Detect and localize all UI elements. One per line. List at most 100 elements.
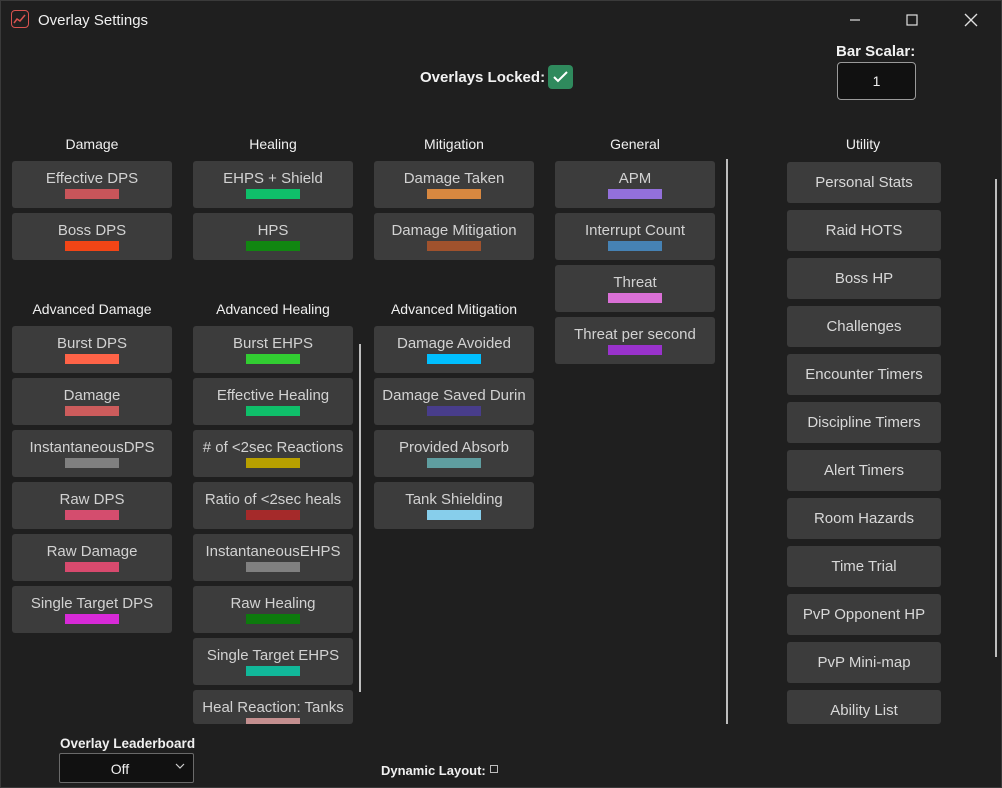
utility-label: Ability List	[830, 702, 898, 719]
overlay-label: Raw DPS	[59, 491, 125, 508]
overlay-button-damage-saved[interactable]: Damage Saved Durin	[374, 378, 534, 425]
overlay-label: # of <2sec Reactions	[202, 439, 344, 456]
overlay-button-boss-dps[interactable]: Boss DPS	[12, 213, 172, 260]
utility-button-encounter-timers[interactable]: Encounter Timers	[787, 354, 941, 395]
overlay-button-ratio-heals[interactable]: Ratio of <2sec heals	[193, 482, 353, 529]
overlay-label: Interrupt Count	[584, 222, 686, 239]
utility-button-ability-list[interactable]: Ability List	[787, 690, 941, 724]
overlay-label: Provided Absorb	[398, 439, 510, 456]
healing-header: Healing	[249, 136, 297, 152]
utility-button-alert-timers[interactable]: Alert Timers	[787, 450, 941, 491]
overlay-label: Threat per second	[574, 326, 696, 343]
color-swatch	[246, 718, 300, 724]
utility-button-pvp-opponent-hp[interactable]: PvP Opponent HP	[787, 594, 941, 635]
maximize-button[interactable]	[889, 1, 935, 39]
overlay-button-threat-per-second[interactable]: Threat per second	[555, 317, 715, 364]
overlay-leaderboard-select[interactable]: Off	[59, 753, 194, 783]
overlay-label: InstantaneousDPS	[29, 439, 155, 456]
utility-label: Encounter Timers	[805, 366, 923, 383]
overlay-label: EHPS + Shield	[223, 170, 323, 187]
mitigation-header: Mitigation	[424, 136, 484, 152]
utility-label: PvP Opponent HP	[802, 606, 926, 623]
overlay-leaderboard-label: Overlay Leaderboard	[60, 736, 196, 751]
overlay-label: Burst EHPS	[232, 335, 314, 352]
color-swatch	[246, 354, 300, 364]
overlay-button-burst-ehps[interactable]: Burst EHPS	[193, 326, 353, 373]
advanced-damage-header: Advanced Damage	[32, 301, 152, 317]
overlay-label: Single Target DPS	[30, 595, 154, 612]
advanced-healing-scrollbar[interactable]	[359, 344, 361, 692]
color-swatch	[427, 241, 481, 251]
color-swatch	[65, 189, 119, 199]
overlay-button-instantaneous-ehps[interactable]: InstantaneousEHPS	[193, 534, 353, 581]
overlay-button-raw-damage[interactable]: Raw Damage	[12, 534, 172, 581]
color-swatch	[608, 345, 662, 355]
utility-label: Boss HP	[834, 270, 894, 287]
color-swatch	[427, 510, 481, 520]
maximize-icon	[906, 14, 918, 26]
utility-button-time-trial[interactable]: Time Trial	[787, 546, 941, 587]
utility-button-room-hazards[interactable]: Room Hazards	[787, 498, 941, 539]
utility-label: Room Hazards	[813, 510, 915, 527]
overlay-button-instantaneous-dps[interactable]: InstantaneousDPS	[12, 430, 172, 477]
overlay-button-apm[interactable]: APM	[555, 161, 715, 208]
dynamic-layout-label: Dynamic Layout:	[381, 763, 486, 778]
dynamic-layout-checkbox[interactable]	[490, 765, 498, 773]
overlay-button-heal-reaction-tanks[interactable]: Heal Reaction: Tanks	[193, 690, 353, 724]
general-header: General	[610, 136, 660, 152]
overlay-button-raw-dps[interactable]: Raw DPS	[12, 482, 172, 529]
overlays-locked-checkbox[interactable]	[548, 65, 573, 89]
utility-button-boss-hp[interactable]: Boss HP	[787, 258, 941, 299]
utility-label: Raid HOTS	[825, 222, 903, 239]
overlay-button-raw-healing[interactable]: Raw Healing	[193, 586, 353, 633]
overlay-label: Ratio of <2sec heals	[204, 491, 342, 508]
color-swatch	[246, 458, 300, 468]
overlay-button-damage[interactable]: Damage	[12, 378, 172, 425]
overlay-button-hps[interactable]: HPS	[193, 213, 353, 260]
overlay-button-damage-taken[interactable]: Damage Taken	[374, 161, 534, 208]
overlay-button-single-target-ehps[interactable]: Single Target EHPS	[193, 638, 353, 685]
minimize-button[interactable]	[832, 1, 878, 39]
color-swatch	[608, 189, 662, 199]
overlay-label: Effective Healing	[216, 387, 330, 404]
overlay-button-interrupt-count[interactable]: Interrupt Count	[555, 213, 715, 260]
overlay-label: Raw Damage	[46, 543, 138, 560]
overlay-button-ehps-shield[interactable]: EHPS + Shield	[193, 161, 353, 208]
color-swatch	[246, 189, 300, 199]
overlay-button-threat[interactable]: Threat	[555, 265, 715, 312]
utility-button-discipline-timers[interactable]: Discipline Timers	[787, 402, 941, 443]
color-swatch	[246, 666, 300, 676]
utility-scrollbar[interactable]	[995, 179, 997, 657]
utility-button-challenges[interactable]: Challenges	[787, 306, 941, 347]
overlay-label: InstantaneousEHPS	[205, 543, 341, 560]
window-title: Overlay Settings	[38, 12, 149, 29]
overlay-label: Damage Avoided	[397, 335, 511, 352]
overlay-button-damage-avoided[interactable]: Damage Avoided	[374, 326, 534, 373]
overlay-button-burst-dps[interactable]: Burst DPS	[12, 326, 172, 373]
overlay-button-effective-dps[interactable]: Effective DPS	[12, 161, 172, 208]
color-swatch	[65, 406, 119, 416]
chevron-down-icon	[175, 760, 185, 774]
color-swatch	[65, 510, 119, 520]
overlay-button-damage-mitigation[interactable]: Damage Mitigation	[374, 213, 534, 260]
utility-button-personal-stats[interactable]: Personal Stats	[787, 162, 941, 203]
color-swatch	[246, 562, 300, 572]
checkmark-icon	[553, 71, 568, 83]
color-swatch	[608, 293, 662, 303]
close-button[interactable]	[948, 1, 994, 39]
color-swatch	[246, 241, 300, 251]
overlay-button-effective-healing[interactable]: Effective Healing	[193, 378, 353, 425]
leaderboard-selected-value: Off	[110, 761, 130, 777]
bar-scalar-input[interactable]: 1	[837, 62, 916, 100]
overlay-label: Damage Saved Durin	[382, 387, 526, 404]
overlay-button-reactions[interactable]: # of <2sec Reactions	[193, 430, 353, 477]
utility-button-pvp-minimap[interactable]: PvP Mini-map	[787, 642, 941, 683]
overlay-button-tank-shielding[interactable]: Tank Shielding	[374, 482, 534, 529]
overlay-label: Single Target EHPS	[206, 647, 340, 664]
overlay-label: Damage Taken	[403, 170, 505, 187]
overlay-button-provided-absorb[interactable]: Provided Absorb	[374, 430, 534, 477]
close-icon	[964, 13, 978, 27]
overlay-button-single-target-dps[interactable]: Single Target DPS	[12, 586, 172, 633]
utility-button-raid-hots[interactable]: Raid HOTS	[787, 210, 941, 251]
utility-label: Personal Stats	[815, 174, 913, 191]
